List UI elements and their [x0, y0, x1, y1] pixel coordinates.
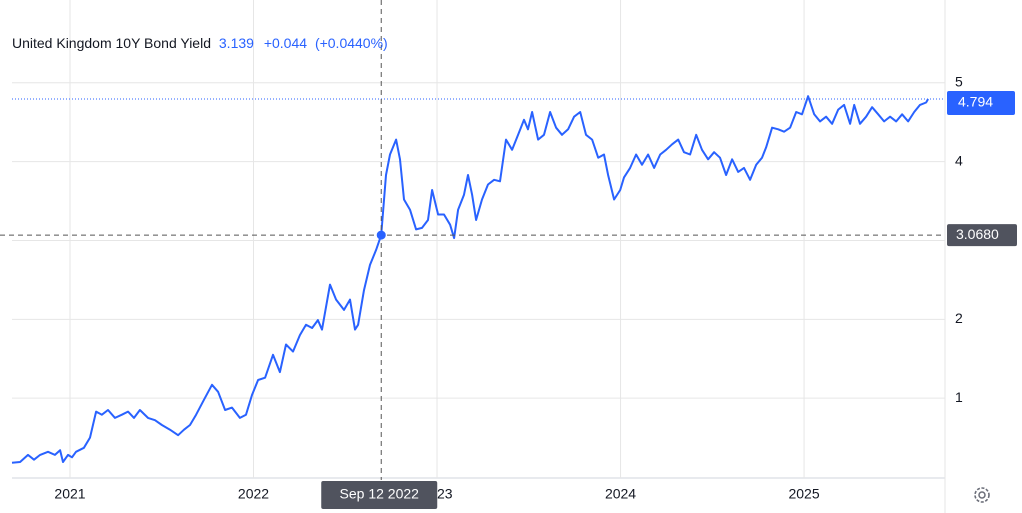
instrument-title: United Kingdom 10Y Bond Yield: [12, 35, 211, 51]
settings-icon[interactable]: [974, 487, 990, 503]
y-tick-label: 1: [955, 389, 963, 405]
x-tick-label: 2021: [54, 486, 85, 502]
y-tick-label: 5: [955, 73, 963, 89]
change-percent: (+0.0440%): [315, 35, 388, 51]
x-tick-label: 2024: [605, 486, 636, 502]
price-line: [11, 95, 929, 464]
y-tick-label: 2: [955, 310, 963, 326]
y-tick-label: 4: [955, 152, 963, 168]
plot: [11, 95, 929, 464]
crosshair-point: [376, 230, 386, 240]
crosshair-date-label: Sep 12 2022: [340, 486, 420, 502]
last-value-label: 4.794: [958, 94, 993, 110]
x-tick-label: 2022: [238, 486, 269, 502]
last-price: 3.139: [219, 35, 254, 51]
crosshair-value-label: 3.0680: [956, 226, 999, 242]
header: United Kingdom 10Y Bond Yield 3.139 +0.0…: [12, 35, 388, 51]
last-value-box: [947, 91, 1015, 116]
grid: 2021202220232024202512345: [12, 0, 963, 502]
change: +0.044: [264, 35, 307, 51]
crosshair-date-box: [321, 481, 438, 509]
x-tick-label: 2025: [788, 486, 819, 502]
crosshair-value-box: [947, 224, 1017, 247]
